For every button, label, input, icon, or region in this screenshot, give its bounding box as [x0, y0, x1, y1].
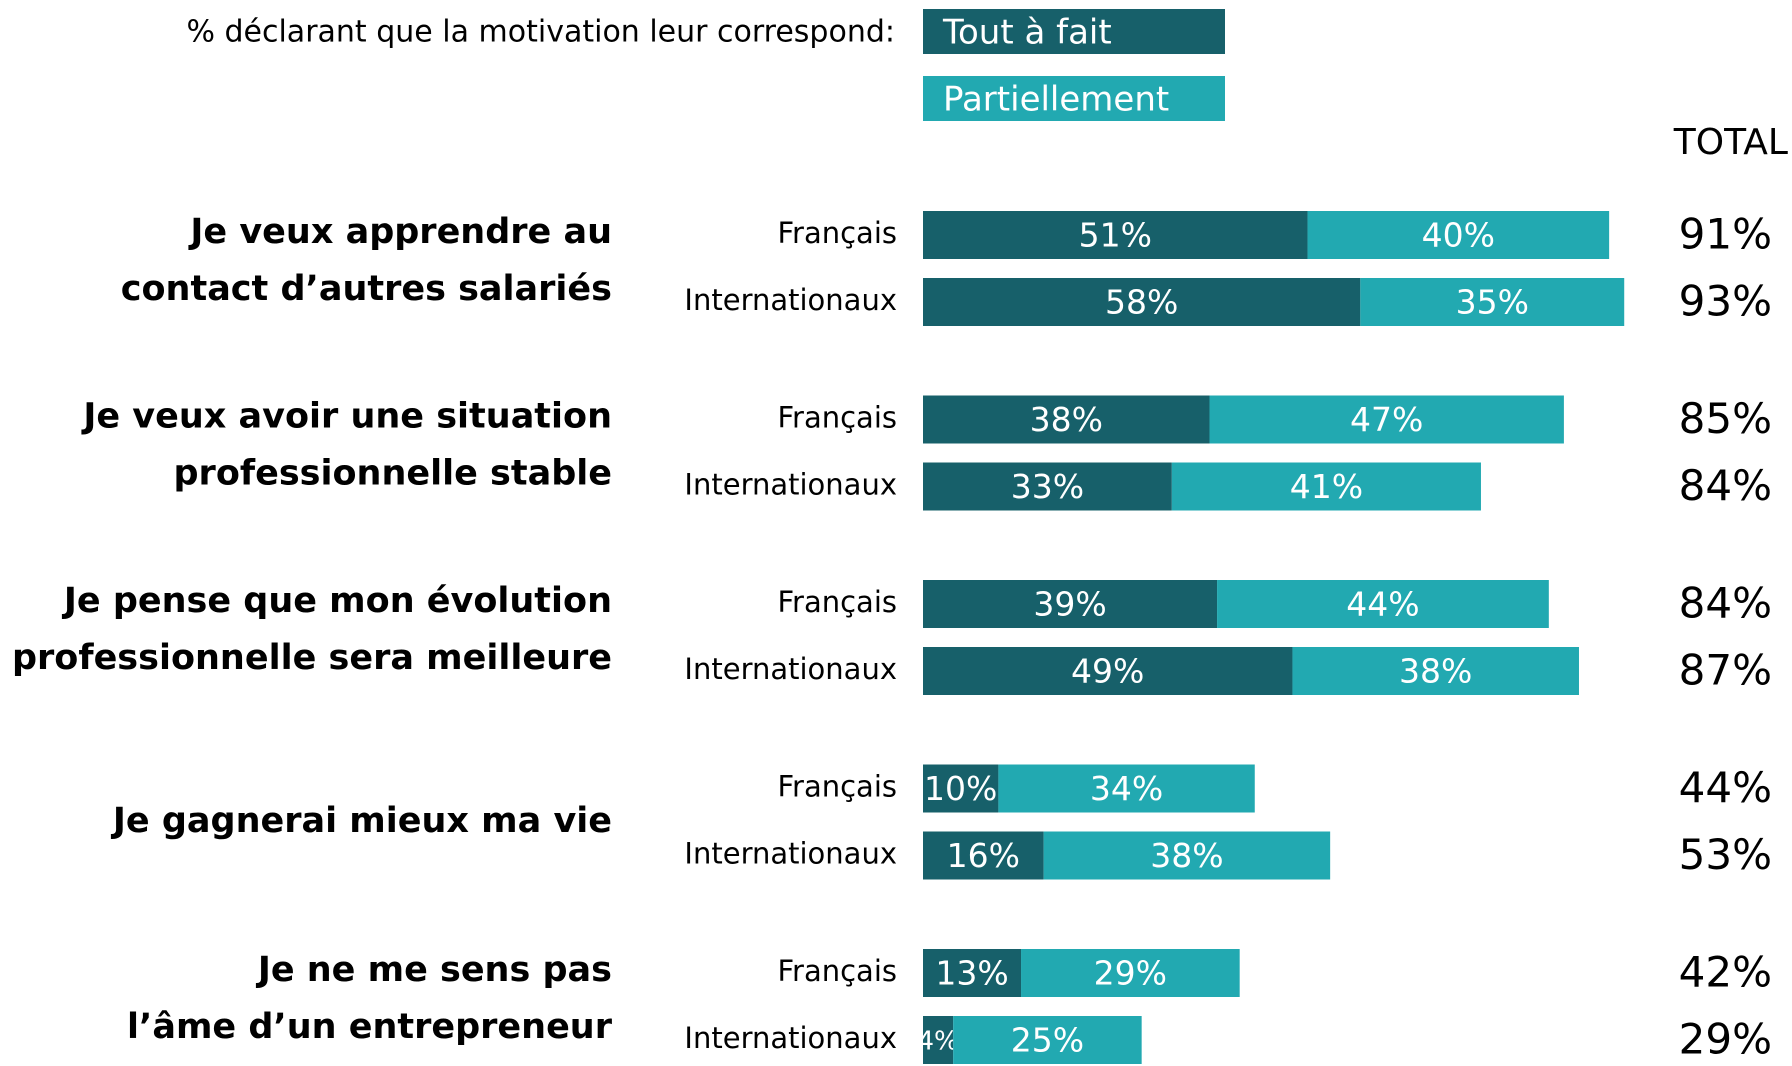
value-label: 40% [1422, 216, 1495, 255]
total-header: TOTAL [1673, 122, 1788, 163]
value-label: 33% [1011, 467, 1084, 506]
group-label: Je gagnerai mieux ma vie [111, 801, 612, 841]
value-label: 58% [1105, 283, 1178, 322]
total-label: 93% [1679, 277, 1772, 326]
value-label: 38% [1399, 652, 1472, 691]
bar-segment [998, 764, 1255, 813]
group-label: Je pense que mon évolution [62, 581, 612, 621]
value-label: 10% [924, 769, 997, 808]
total-label: 84% [1679, 579, 1772, 628]
legend-label: Partiellement [943, 80, 1169, 120]
bar-segment [923, 462, 1172, 511]
row-label: Français [777, 954, 897, 988]
value-label: 51% [1079, 216, 1152, 255]
group-label: Je veux apprendre au [188, 212, 612, 252]
value-label: 34% [1090, 769, 1163, 808]
bar-segment [923, 580, 1218, 628]
bar-segment [953, 1016, 1142, 1064]
group-label: Je veux avoir une situation [81, 397, 612, 437]
total-label: 42% [1679, 948, 1772, 997]
legend-swatch [923, 76, 1225, 121]
row-label: Français [777, 585, 897, 619]
value-label: 38% [1150, 836, 1223, 875]
bar-segment [923, 949, 1022, 997]
row-label: Français [777, 216, 897, 250]
value-label: 16% [947, 836, 1020, 875]
total-label: 87% [1679, 646, 1772, 695]
total-label: 29% [1679, 1015, 1772, 1064]
total-label: 85% [1679, 394, 1772, 443]
row-label: Internationaux [684, 283, 897, 317]
group-label: contact d’autres salariés [121, 269, 612, 309]
value-label: 41% [1290, 467, 1363, 506]
value-label: 44% [1346, 585, 1419, 624]
value-label: 47% [1350, 400, 1423, 439]
value-label: 39% [1033, 585, 1106, 624]
group-label: l’âme d’un entrepreneur [127, 1007, 613, 1047]
bar-segment [1209, 395, 1564, 444]
value-label: 29% [1094, 954, 1167, 993]
value-label: 38% [1030, 400, 1103, 439]
bar-segment [1217, 580, 1549, 628]
total-label: 53% [1679, 830, 1772, 879]
bar-segment [923, 831, 1044, 880]
bar-segment [923, 647, 1293, 695]
legend-swatch [923, 9, 1225, 54]
row-label: Internationaux [684, 1021, 897, 1055]
value-label: 13% [935, 954, 1008, 993]
bar-segment [923, 395, 1210, 444]
group-label: Je ne me sens pas [256, 950, 612, 990]
bar-segment [923, 211, 1308, 259]
row-label: Français [777, 770, 897, 804]
value-label: 25% [1011, 1021, 1084, 1060]
group-label: professionnelle sera meilleure [12, 638, 612, 678]
bar-segment [923, 1016, 954, 1064]
bar-segment [923, 764, 999, 813]
bar-segment [1043, 831, 1331, 880]
total-label: 44% [1679, 763, 1772, 812]
group-label: professionnelle stable [174, 454, 613, 494]
bar-segment [1360, 278, 1625, 326]
bar-segment [923, 278, 1361, 326]
bar-segment [1307, 211, 1610, 259]
bar-segment [1171, 462, 1481, 511]
total-label: 91% [1679, 210, 1772, 259]
value-label: 49% [1071, 652, 1144, 691]
bar-segment [1292, 647, 1579, 695]
subtitle: % déclarant que la motivation leur corre… [186, 15, 895, 50]
legend-label: Tout à fait [942, 13, 1112, 53]
total-label: 84% [1679, 461, 1772, 510]
value-label: 4% [917, 1027, 958, 1057]
row-label: Internationaux [684, 837, 897, 871]
row-label: Internationaux [684, 468, 897, 502]
bar-segment [1021, 949, 1240, 997]
row-label: Internationaux [684, 652, 897, 686]
row-label: Français [777, 401, 897, 435]
value-label: 35% [1456, 283, 1529, 322]
